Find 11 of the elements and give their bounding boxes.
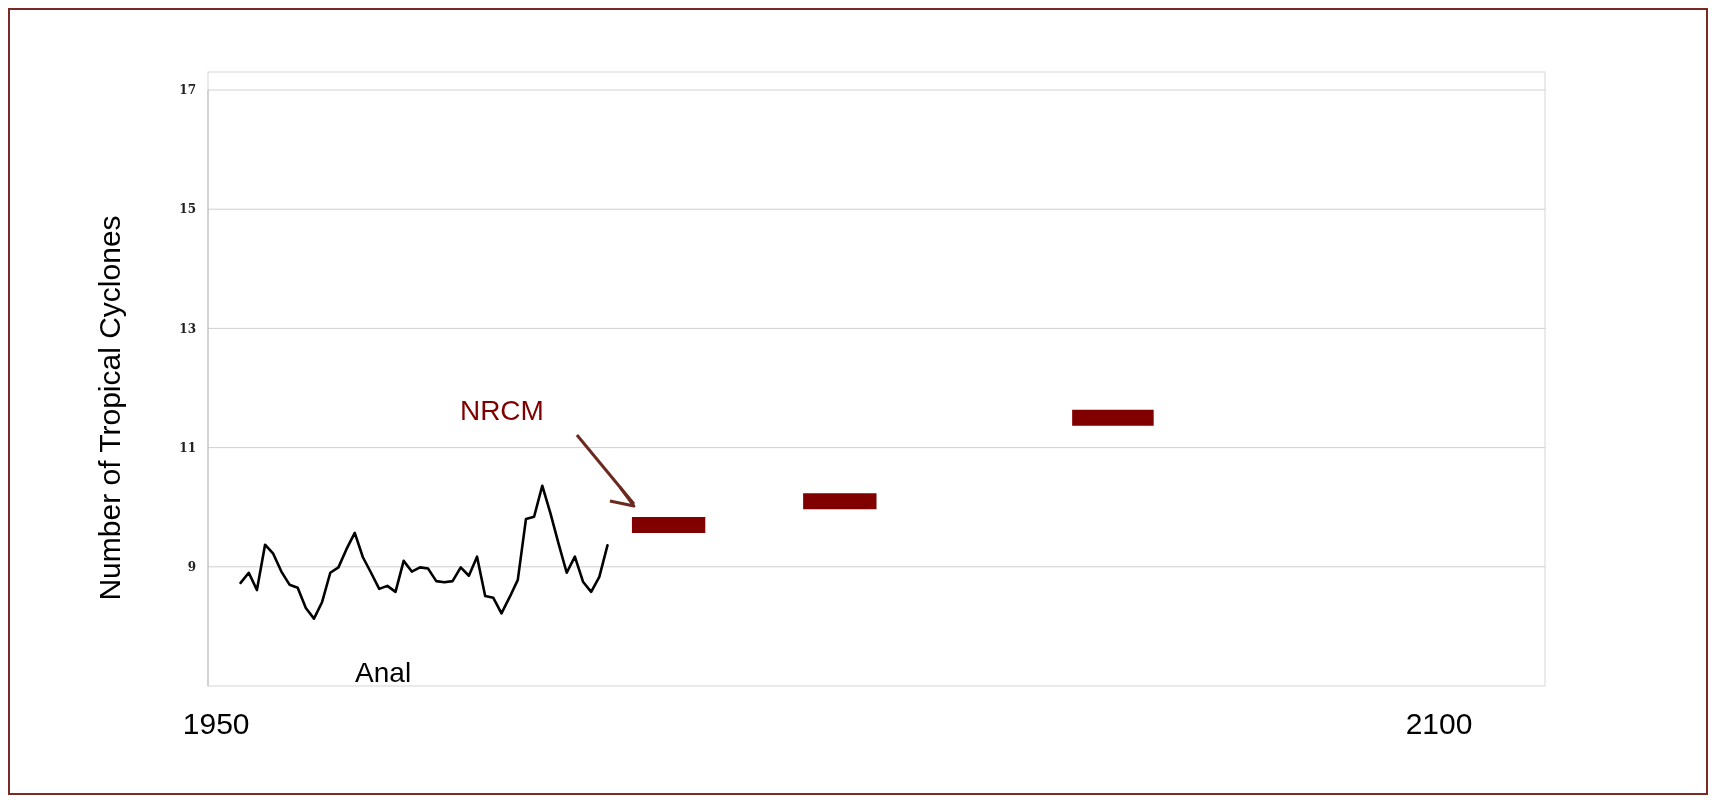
y-tick-label: 17 bbox=[179, 83, 196, 98]
y-tick-label: 11 bbox=[179, 440, 196, 455]
y-axis-title: Number of Tropical Cyclones bbox=[93, 215, 126, 601]
x-tick-label: 1950 bbox=[182, 707, 250, 740]
y-tick-label: 15 bbox=[179, 202, 196, 217]
annotation: NRCM bbox=[459, 395, 544, 427]
x-tick-label: 2100 bbox=[1405, 707, 1473, 740]
annotation: Anal bbox=[355, 657, 412, 688]
line-series bbox=[239, 484, 609, 620]
y-tick-label: 9 bbox=[187, 560, 196, 574]
y-tick-label: 13 bbox=[179, 321, 196, 336]
